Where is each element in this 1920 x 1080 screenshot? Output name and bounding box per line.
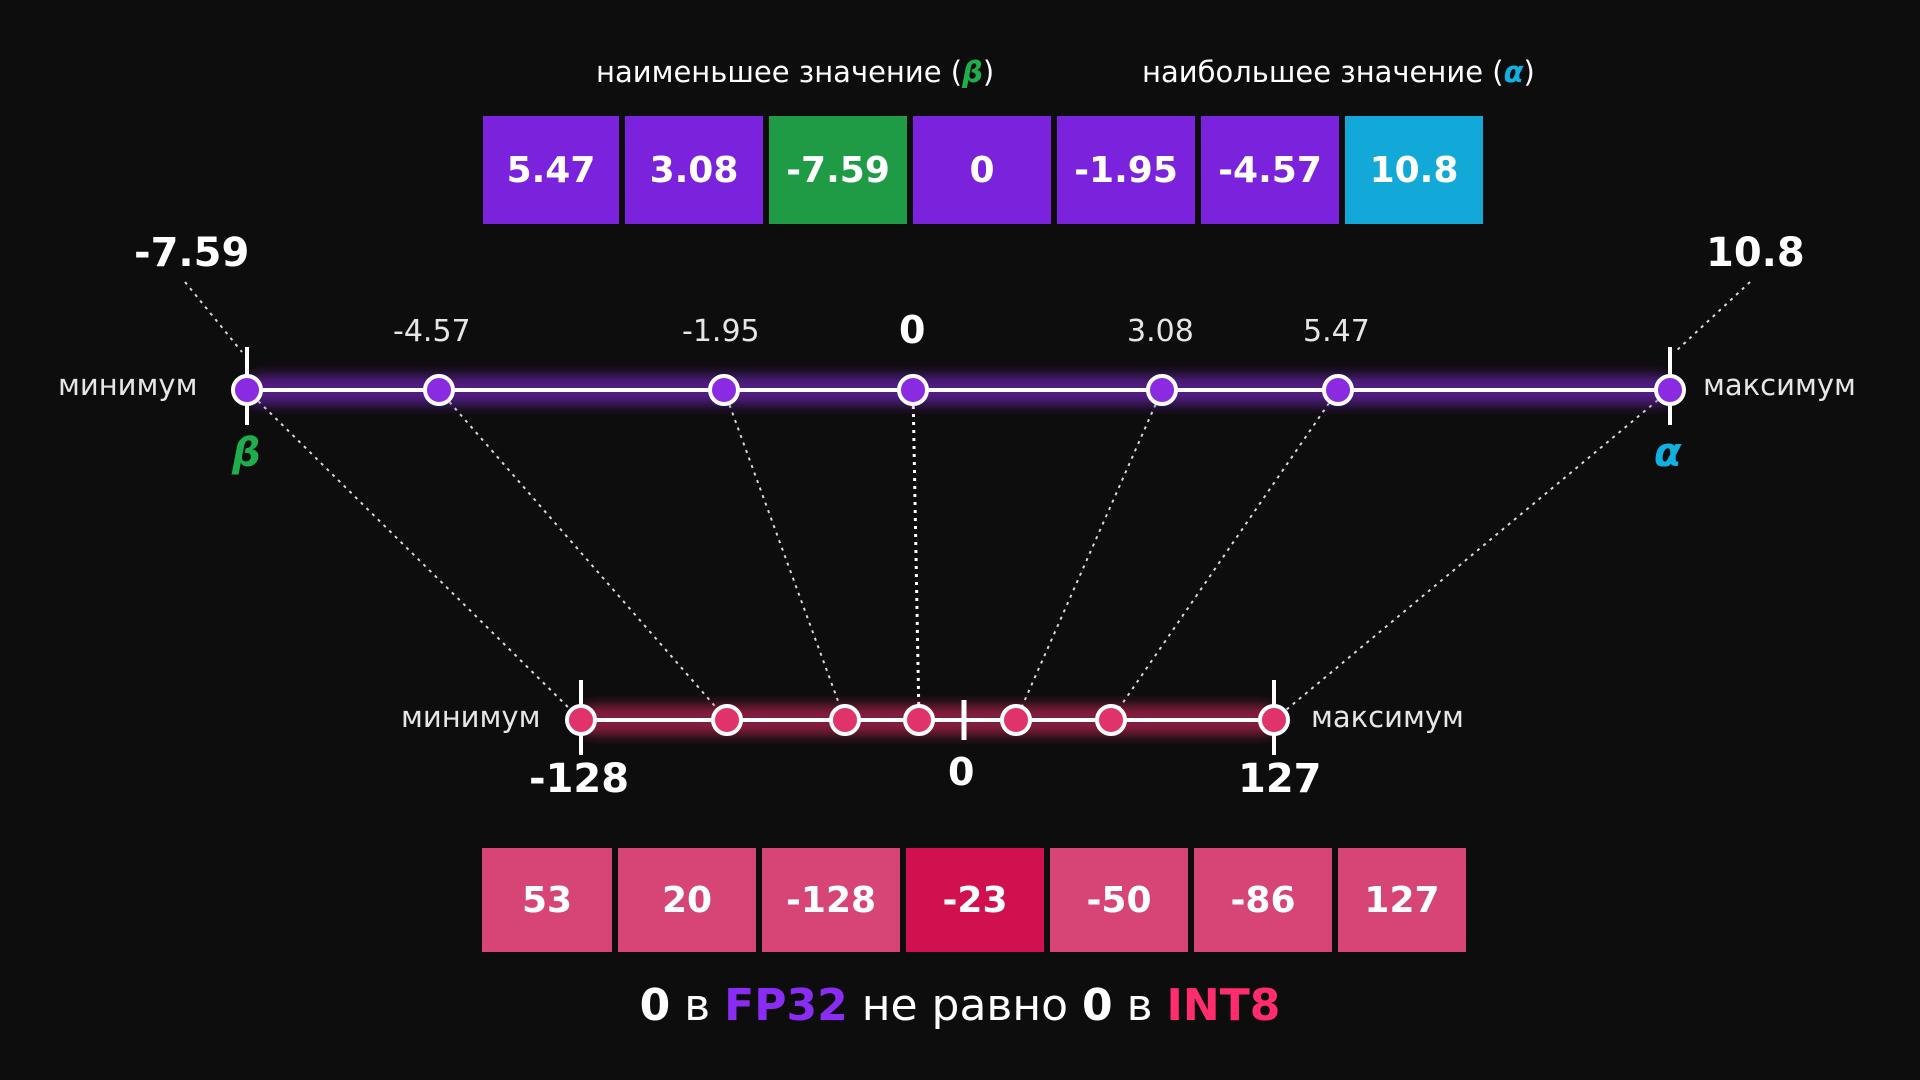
connector-line [246,389,582,721]
fp32-min-label: минимум [58,368,198,402]
int8-cell: 20 [618,848,756,952]
int8-cell: -128 [762,848,900,952]
fp32-cell-max: 10.8 [1345,116,1483,224]
connector-line [723,389,846,721]
fp32-zero-label: 0 [899,308,926,352]
connector-line [438,389,728,721]
fp32-point [423,374,455,406]
fp32-max-label: максимум [1703,368,1856,402]
int8-point [829,704,861,736]
int8-point-min [565,704,597,736]
int8-cell-highlighted: -23 [906,848,1044,952]
fp32-point [1322,374,1354,406]
fp32-point-max [1654,374,1686,406]
max-value-pointer [1674,281,1751,353]
int8-min-label: минимум [401,700,541,734]
fp32-cell: -1.95 [1057,116,1195,224]
int8-cell: 53 [482,848,612,952]
fp32-cell-min: -7.59 [769,116,907,224]
fp32-cell: 3.08 [625,116,763,224]
int8-zero-label: 0 [948,750,975,794]
int8-max-value: 127 [1238,756,1322,802]
alpha-symbol: α [1503,55,1524,89]
fp32-cell: 5.47 [483,116,619,224]
zero-connector-line [911,389,921,721]
int8-point [1095,704,1127,736]
int8-cell: -50 [1050,848,1188,952]
alpha-label: α [1654,430,1682,476]
fp32-point-min [231,374,263,406]
min-value-pointer [184,281,243,353]
fp32-point-zero [897,374,929,406]
fp32-point [708,374,740,406]
min-value-header: наименьшее значение (β) [596,55,995,89]
fp32-point-label: 3.08 [1127,314,1194,349]
fp32-point-label: -4.57 [393,314,471,349]
fp32-point [1146,374,1178,406]
connector-line [1273,389,1671,721]
beta-symbol: β [962,55,983,89]
fp32-point-label: 5.47 [1303,314,1370,349]
fp32-min-value: -7.59 [134,230,250,276]
beta-label: β [232,430,261,476]
int8-point [711,704,743,736]
int8-cell: -86 [1194,848,1332,952]
connector-line [1110,389,1339,721]
int8-max-label: максимум [1311,700,1464,734]
fp32-cell: -4.57 [1201,116,1339,224]
int8-min-value: -128 [529,756,630,802]
caption: 0 в FP32 не равно 0 в INT8 [639,980,1281,1031]
max-value-header: наибольшее значение (α) [1142,55,1535,89]
int8-point [1000,704,1032,736]
fp32-point-label: -1.95 [682,314,760,349]
int8-point [903,704,935,736]
int8-cell: 127 [1338,848,1466,952]
fp32-cell: 0 [913,116,1051,224]
fp32-max-value: 10.8 [1706,230,1805,276]
connector-line [1015,389,1163,721]
int8-point-max [1258,704,1290,736]
